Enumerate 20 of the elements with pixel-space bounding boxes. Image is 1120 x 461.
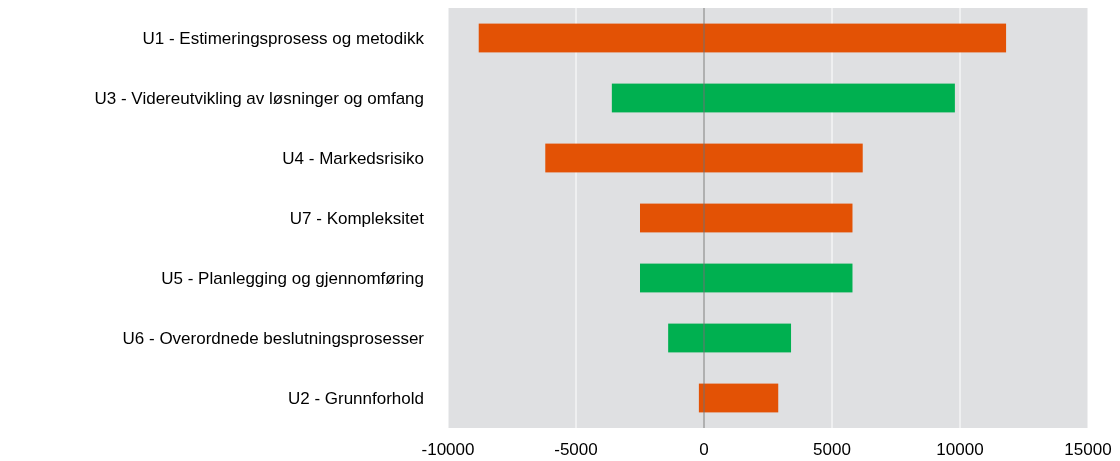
y-tick-label: U6 - Overordnede beslutningsprosesser: [122, 328, 425, 348]
bar: [611, 83, 955, 113]
y-tick-label: U4 - Markedsrisiko: [282, 148, 424, 168]
bar: [478, 23, 1007, 53]
bar: [668, 323, 792, 353]
x-tick-label: 10000: [936, 440, 984, 459]
y-tick-label: U5 - Planlegging og gjennomføring: [161, 268, 424, 288]
bar: [640, 263, 853, 293]
y-tick-label: U7 - Kompleksitet: [289, 208, 425, 228]
x-tick-label: 0: [699, 440, 709, 459]
x-tick-label: 15000: [1064, 440, 1112, 459]
x-tick-label: -10000: [421, 440, 475, 459]
y-tick-label: U1 - Estimeringsprosess og metodikk: [142, 28, 425, 48]
y-tick-label: U3 - Videreutvikling av løsninger og omfang: [94, 88, 424, 108]
bar: [545, 143, 863, 173]
bar: [640, 203, 853, 233]
x-tick-label: -5000: [554, 440, 598, 459]
y-tick-label: U2 - Grunnforhold: [287, 388, 424, 408]
x-tick-label: 5000: [813, 440, 851, 459]
bar: [698, 383, 779, 413]
